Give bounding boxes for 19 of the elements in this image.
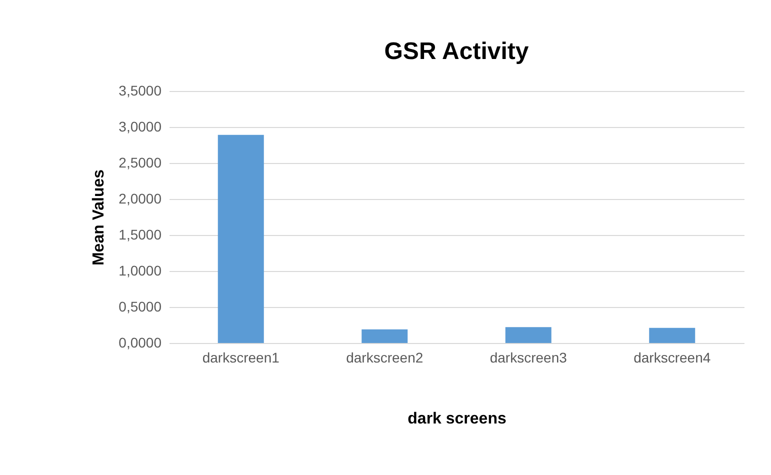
x-tick-label: darkscreen1 [202,350,280,366]
bar [362,329,408,343]
y-axis-title: Mean Values [90,169,108,266]
bar [218,134,264,343]
bar [649,328,696,343]
x-tick-label: darkscreen3 [490,350,568,366]
y-tick-label: 0,5000 [118,298,162,314]
y-tick-label: 3,5000 [118,82,162,98]
chart-title: GSR Activity [384,38,530,65]
bar [505,327,552,343]
y-tick-label: 0,0000 [118,334,162,350]
x-tick-label: darkscreen4 [634,350,711,366]
y-tick-label: 1,0000 [118,262,162,278]
x-axis-title: dark screens [408,410,506,428]
x-tick-label: darkscreen2 [346,350,424,366]
y-tick-label: 3,0000 [118,118,162,134]
y-tick-label: 1,5000 [118,226,162,242]
y-tick-label: 2,0000 [118,190,162,206]
y-tick-label: 2,5000 [118,154,162,170]
